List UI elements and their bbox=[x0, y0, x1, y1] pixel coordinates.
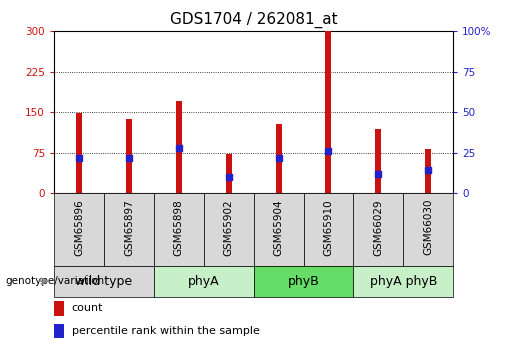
Bar bbox=[375, 129, 381, 193]
Text: GSM65898: GSM65898 bbox=[174, 199, 184, 256]
Bar bbox=[54, 324, 64, 338]
Bar bbox=[54, 301, 64, 316]
Point bbox=[225, 174, 233, 180]
Bar bbox=[253, 266, 353, 297]
Bar bbox=[303, 193, 353, 266]
Point bbox=[75, 155, 83, 160]
Text: percentile rank within the sample: percentile rank within the sample bbox=[72, 326, 260, 336]
Bar bbox=[54, 266, 154, 297]
Bar bbox=[226, 154, 232, 193]
Bar bbox=[104, 193, 154, 266]
Point bbox=[274, 155, 283, 160]
Point bbox=[125, 155, 133, 160]
Point bbox=[324, 148, 333, 154]
Text: genotype/variation: genotype/variation bbox=[5, 276, 104, 286]
Text: GSM66030: GSM66030 bbox=[423, 199, 433, 256]
Bar bbox=[154, 193, 204, 266]
Bar bbox=[126, 119, 132, 193]
Text: GSM65910: GSM65910 bbox=[323, 199, 334, 256]
Text: phyA phyB: phyA phyB bbox=[370, 275, 437, 288]
Text: phyB: phyB bbox=[288, 275, 319, 288]
Text: phyA: phyA bbox=[188, 275, 219, 288]
Title: GDS1704 / 262081_at: GDS1704 / 262081_at bbox=[170, 12, 337, 28]
Text: GSM65896: GSM65896 bbox=[74, 199, 84, 256]
Bar bbox=[325, 31, 332, 193]
Point bbox=[424, 168, 433, 173]
Bar bbox=[353, 193, 403, 266]
Point bbox=[374, 171, 383, 177]
Bar bbox=[76, 113, 82, 193]
Bar bbox=[54, 193, 104, 266]
Bar bbox=[425, 149, 431, 193]
Bar bbox=[204, 193, 253, 266]
Text: GSM65902: GSM65902 bbox=[224, 199, 234, 256]
Bar bbox=[154, 266, 253, 297]
Bar bbox=[176, 101, 182, 193]
Text: count: count bbox=[72, 303, 103, 313]
Bar bbox=[253, 193, 303, 266]
Point bbox=[175, 145, 183, 150]
Bar bbox=[403, 193, 453, 266]
Text: GSM65904: GSM65904 bbox=[273, 199, 284, 256]
Bar bbox=[353, 266, 453, 297]
Text: GSM65897: GSM65897 bbox=[124, 199, 134, 256]
Text: wild type: wild type bbox=[75, 275, 132, 288]
Text: GSM66029: GSM66029 bbox=[373, 199, 383, 256]
Bar bbox=[276, 124, 282, 193]
